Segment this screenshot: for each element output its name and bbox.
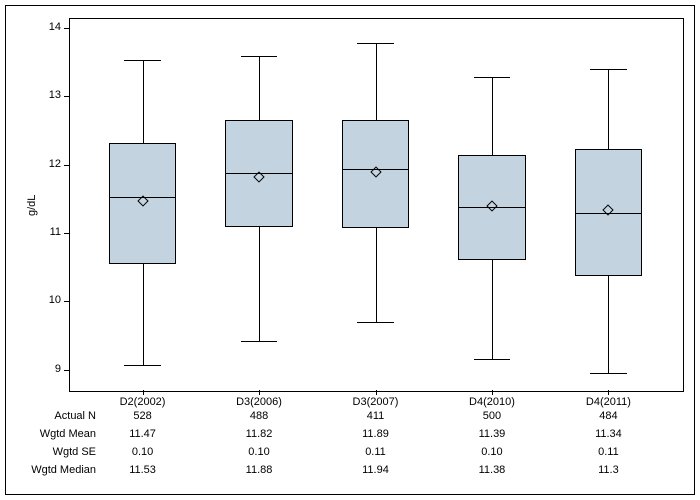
boxplot-whisker-cap xyxy=(474,359,511,360)
stats-cell: 0.11 xyxy=(547,446,670,458)
boxplot-whisker xyxy=(143,264,144,365)
y-tick-label: 11 xyxy=(33,226,61,238)
stats-cell: 11.3 xyxy=(547,464,670,476)
x-tick-label: D4(2010) xyxy=(431,396,554,408)
x-tick xyxy=(143,390,144,395)
outer-frame: 91011121314D2(2002)D3(2006)D3(2007)D4(20… xyxy=(5,5,695,495)
y-tick-label: 12 xyxy=(33,158,61,170)
stats-cell: 488 xyxy=(198,410,321,422)
boxplot-whisker-cap xyxy=(357,322,394,323)
y-tick-label: 14 xyxy=(33,21,61,33)
stats-cell: 484 xyxy=(547,410,670,422)
boxplot-whisker-cap xyxy=(590,373,627,374)
stats-cell: 0.10 xyxy=(81,446,204,458)
x-tick-label: D3(2006) xyxy=(198,396,321,408)
boxplot-whisker xyxy=(143,60,144,143)
boxplot-whisker-cap xyxy=(357,43,394,44)
x-tick-label: D4(2011) xyxy=(547,396,670,408)
boxplot-whisker xyxy=(376,228,377,322)
x-tick-label: D2(2002) xyxy=(81,396,204,408)
y-tick xyxy=(64,233,69,234)
stats-cell: 11.82 xyxy=(198,428,321,440)
stats-cell: 11.34 xyxy=(547,428,670,440)
stats-cell: 11.38 xyxy=(431,464,554,476)
boxplot-whisker-cap xyxy=(124,365,161,366)
stats-cell: 0.10 xyxy=(198,446,321,458)
boxplot-whisker-cap xyxy=(590,69,627,70)
stats-cell: 500 xyxy=(431,410,554,422)
stats-cell: 11.94 xyxy=(314,464,437,476)
boxplot-whisker xyxy=(492,260,493,359)
y-tick xyxy=(64,28,69,29)
stats-cell: 11.39 xyxy=(431,428,554,440)
y-tick-label: 9 xyxy=(33,363,61,375)
boxplot-whisker xyxy=(608,276,609,373)
boxplot-whisker-cap xyxy=(124,60,161,61)
stats-cell: 11.89 xyxy=(314,428,437,440)
y-axis-label: g/dL xyxy=(26,195,38,216)
stats-cell: 0.11 xyxy=(314,446,437,458)
boxplot-whisker xyxy=(259,227,260,341)
boxplot-whisker xyxy=(259,56,260,120)
stats-cell: 11.47 xyxy=(81,428,204,440)
stats-cell: 11.88 xyxy=(198,464,321,476)
y-tick xyxy=(64,165,69,166)
y-tick xyxy=(64,370,69,371)
boxplot-whisker xyxy=(492,77,493,154)
stats-cell: 411 xyxy=(314,410,437,422)
stats-cell: 0.10 xyxy=(431,446,554,458)
y-tick xyxy=(64,301,69,302)
stats-cell: 11.53 xyxy=(81,464,204,476)
y-tick-label: 10 xyxy=(33,294,61,306)
boxplot-whisker-cap xyxy=(241,56,278,57)
boxplot-whisker-cap xyxy=(241,341,278,342)
boxplot-whisker xyxy=(608,69,609,150)
x-tick xyxy=(492,390,493,395)
boxplot-whisker xyxy=(376,43,377,121)
stats-cell: 528 xyxy=(81,410,204,422)
y-tick xyxy=(64,96,69,97)
x-tick xyxy=(608,390,609,395)
x-tick xyxy=(259,390,260,395)
y-tick-label: 13 xyxy=(33,89,61,101)
boxplot-whisker-cap xyxy=(474,77,511,78)
x-tick xyxy=(376,390,377,395)
x-tick-label: D3(2007) xyxy=(314,396,437,408)
